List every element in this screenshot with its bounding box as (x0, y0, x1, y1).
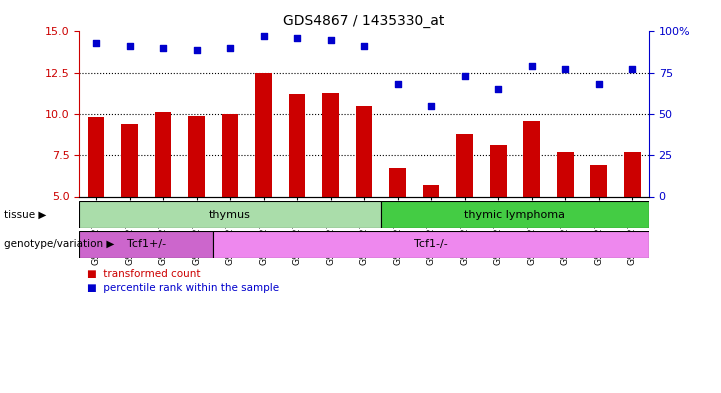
Text: thymic lymphoma: thymic lymphoma (464, 209, 565, 220)
Title: GDS4867 / 1435330_at: GDS4867 / 1435330_at (283, 14, 445, 28)
Point (258, 33, 270, 40)
Point (224, 45, 236, 51)
Bar (423, 185, 440, 196)
Point (492, 86, 504, 92)
Point (90, 40, 102, 46)
Bar (255, 73, 272, 196)
Bar (222, 114, 239, 196)
Bar (523, 121, 540, 196)
Bar (590, 165, 607, 196)
Point (593, 81, 604, 87)
Point (358, 43, 370, 50)
Text: ■  transformed count: ■ transformed count (87, 269, 200, 279)
Point (392, 81, 403, 87)
Text: Tcf1+/-: Tcf1+/- (127, 239, 166, 250)
Bar (213, 231, 649, 258)
Bar (322, 92, 339, 196)
Bar (490, 145, 506, 196)
Point (559, 66, 571, 73)
Text: ■  percentile rank within the sample: ■ percentile rank within the sample (87, 283, 278, 294)
Point (627, 66, 638, 73)
Bar (557, 152, 573, 196)
Text: Tcf1-/-: Tcf1-/- (415, 239, 448, 250)
Bar (355, 106, 373, 196)
Point (191, 46, 203, 53)
Bar (79, 231, 213, 258)
Point (459, 73, 470, 79)
Bar (79, 201, 381, 228)
Text: thymus: thymus (209, 209, 251, 220)
Point (526, 63, 537, 69)
Point (425, 103, 437, 109)
Bar (155, 112, 172, 196)
Point (291, 35, 303, 41)
Bar (121, 124, 138, 196)
Bar (188, 116, 205, 196)
Text: genotype/variation ▶: genotype/variation ▶ (4, 239, 114, 250)
Bar (88, 117, 105, 196)
Bar (381, 201, 649, 228)
Bar (456, 134, 473, 196)
Bar (389, 169, 406, 196)
Point (124, 43, 136, 50)
Point (157, 45, 169, 51)
Bar (288, 94, 306, 196)
Point (325, 37, 337, 43)
Text: tissue ▶: tissue ▶ (4, 209, 46, 220)
Bar (624, 152, 640, 196)
